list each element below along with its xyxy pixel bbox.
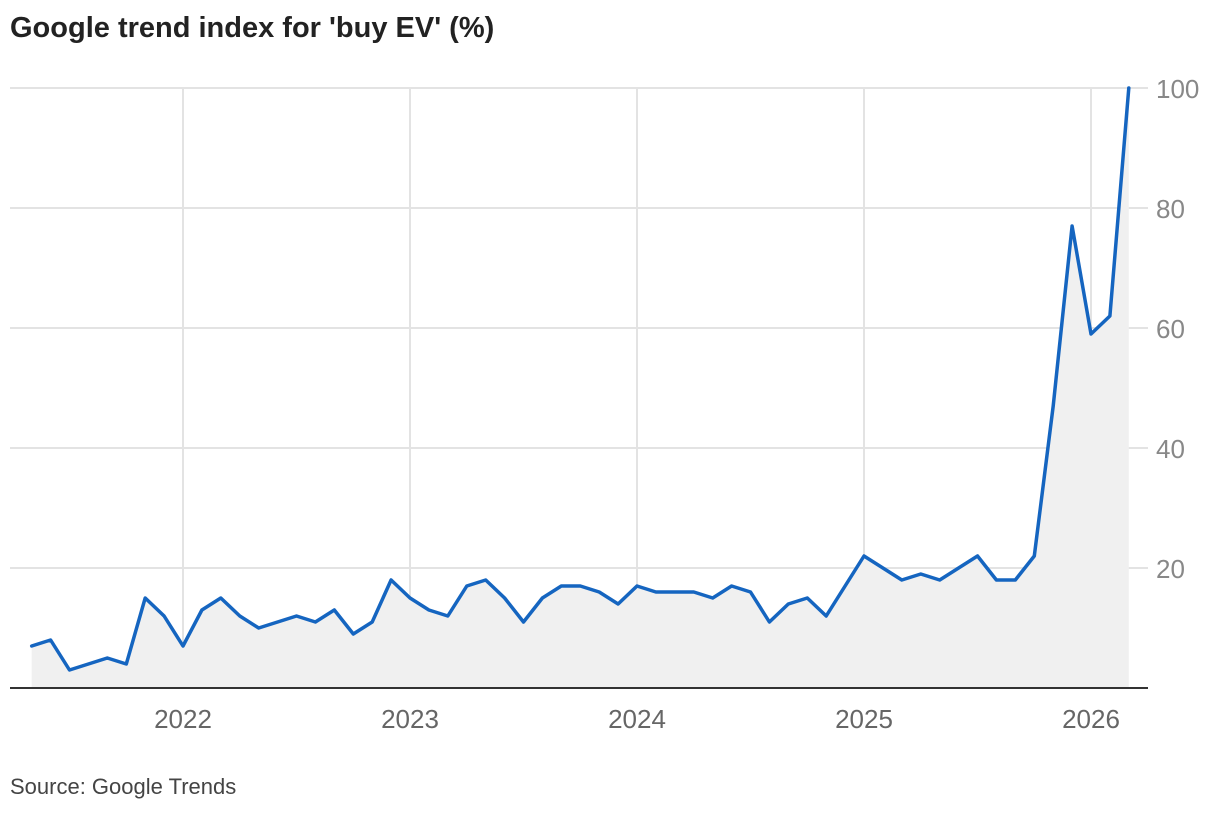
- area-fill: [31, 88, 1129, 688]
- y-tick-labels: 20 40 60 80 100: [1156, 74, 1199, 584]
- y-tick-label: 80: [1156, 194, 1185, 224]
- x-tick-labels: 2022 2023 2024 2025 2026: [154, 704, 1120, 734]
- x-tick-label: 2024: [608, 704, 666, 734]
- source-note: Source: Google Trends: [10, 774, 237, 799]
- x-tick-label: 2026: [1062, 704, 1120, 734]
- y-tick-label: 60: [1156, 314, 1185, 344]
- series-line: [29, 86, 1131, 672]
- y-tick-label: 40: [1156, 434, 1185, 464]
- y-tick-label: 20: [1156, 554, 1185, 584]
- chart-title: Google trend index for 'buy EV' (%): [10, 12, 495, 44]
- y-tick-label: 100: [1156, 74, 1199, 104]
- x-tick-label: 2022: [154, 704, 212, 734]
- x-tick-label: 2023: [381, 704, 439, 734]
- x-tick-label: 2025: [835, 704, 893, 734]
